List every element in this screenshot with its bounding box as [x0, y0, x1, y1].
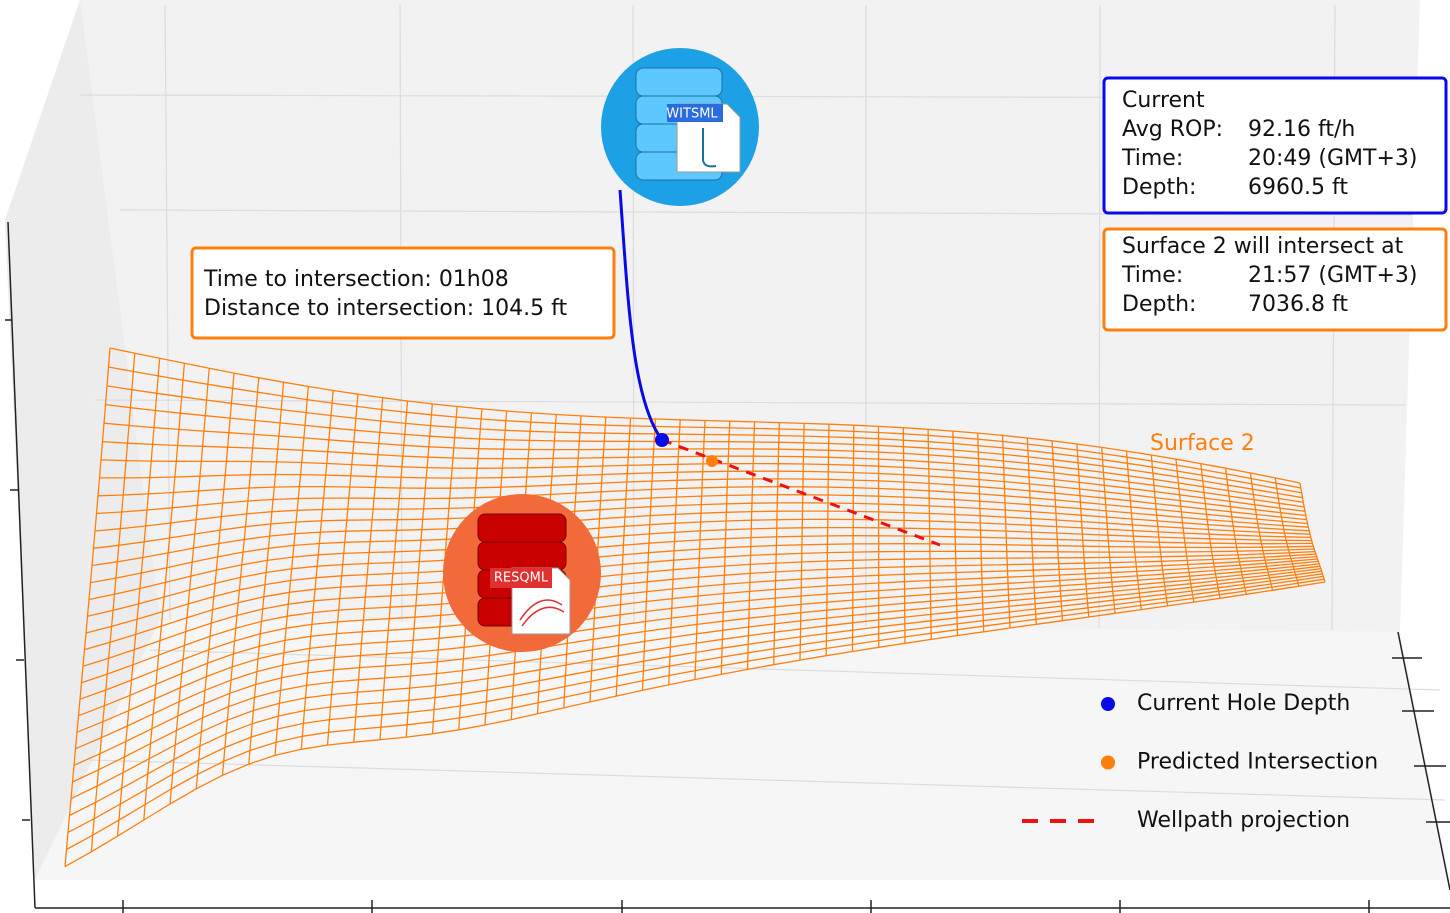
info-box — [1102, 227, 1448, 332]
mesh-line — [90, 353, 136, 852]
mesh-line — [589, 417, 607, 702]
mesh-line — [825, 424, 830, 656]
mesh-line — [851, 425, 855, 652]
mesh-line — [221, 377, 260, 776]
axis-line — [1397, 631, 1450, 891]
callout-box — [190, 246, 616, 340]
mesh-line — [248, 382, 285, 765]
legend: Current Hole Depth Predicted Intersection… — [1022, 691, 1378, 833]
icon-disk — [477, 513, 567, 543]
left-pane — [5, 0, 160, 880]
mesh-line — [952, 431, 959, 636]
axes — [5, 221, 1450, 913]
mesh-line — [1125, 451, 1142, 610]
icon-graphic — [702, 128, 717, 168]
info-value: 21:57 (GMT+3) — [1248, 263, 1417, 288]
resqml-icon: RESQML — [443, 494, 601, 652]
icon-disk — [635, 67, 723, 97]
mesh-line — [615, 418, 632, 697]
icon-graphic — [519, 599, 565, 627]
callout: Time to intersection: 01h08 Distance to … — [190, 246, 616, 340]
back-pane — [5, 0, 1420, 880]
mesh-line — [1274, 477, 1300, 587]
grid-line — [149, 649, 1441, 691]
mesh-line — [379, 400, 409, 740]
grid-line — [164, 4, 171, 621]
info-box — [1102, 76, 1448, 215]
legend-label: Wellpath projection — [1137, 808, 1350, 833]
icon-label: RESQML — [494, 571, 549, 586]
info-title: Current — [1122, 88, 1205, 113]
info-key: Time: — [1121, 146, 1183, 171]
mesh-line — [1200, 463, 1221, 599]
legend-marker — [1101, 755, 1115, 770]
mesh-line — [1076, 443, 1090, 618]
intersect-box: Surface 2 will intersect at Time: 21:57 … — [1102, 227, 1448, 332]
mesh-line — [746, 421, 756, 670]
mesh-line — [902, 427, 906, 644]
mesh-line — [116, 358, 161, 837]
legend-label: Current Hole Depth — [1137, 691, 1350, 716]
wellpath-projection — [661, 438, 941, 547]
mesh-line — [405, 403, 433, 738]
predicted-intersection — [706, 455, 718, 467]
icon-banner — [490, 568, 552, 588]
info-value: 7036.8 ft — [1248, 292, 1348, 317]
witsml-icon: WITSML — [601, 48, 759, 206]
mesh-line — [143, 363, 186, 821]
mesh-line — [195, 373, 235, 789]
mesh-line — [169, 368, 210, 805]
mesh-line — [799, 423, 805, 661]
mesh-line — [720, 421, 731, 675]
info-key: Time: — [1121, 263, 1183, 288]
mesh-line — [1001, 435, 1011, 629]
info-title: Surface 2 will intersect at — [1122, 234, 1404, 259]
mesh-line — [274, 386, 309, 756]
mesh-line — [668, 419, 681, 685]
floor-pane — [35, 620, 1450, 880]
mesh-line — [1026, 437, 1037, 625]
wellpath — [618, 189, 664, 441]
mesh-line — [1150, 454, 1169, 606]
grid-line — [89, 759, 1446, 801]
info-key: Depth: — [1122, 292, 1196, 317]
icon-disk — [477, 541, 567, 571]
mesh-line — [1249, 472, 1274, 591]
mesh-line — [1051, 440, 1064, 621]
info-value: 6960.5 ft — [1248, 175, 1348, 200]
icon-label: WITSML — [666, 107, 718, 122]
mesh-line — [977, 433, 985, 632]
mesh-line — [353, 397, 384, 743]
mesh-line — [1175, 459, 1195, 603]
legend-marker — [1101, 697, 1115, 711]
mesh-line — [300, 390, 334, 750]
mesh-line — [1224, 468, 1247, 595]
mesh-line — [1101, 447, 1116, 614]
info-key: Depth: — [1122, 175, 1196, 200]
info-key: Avg ROP: — [1122, 117, 1223, 142]
axis-line — [7, 221, 36, 909]
mesh-line — [1299, 482, 1326, 583]
current-box: Current Avg ROP: 92.16 ft/h Time: 20:49 … — [1102, 76, 1448, 215]
mesh-line — [641, 418, 657, 691]
mesh-line — [326, 394, 359, 746]
callout-text: Distance to intersection: 104.5 ft — [204, 296, 568, 321]
icon-banner — [667, 104, 723, 122]
callout-text: Time to intersection: 01h08 — [203, 267, 509, 292]
mesh-line — [64, 347, 111, 867]
info-value: 20:49 (GMT+3) — [1248, 146, 1417, 171]
mesh-line — [773, 422, 781, 665]
mesh-line — [927, 429, 932, 640]
info-value: 92.16 ft/h — [1248, 117, 1355, 142]
legend-label: Predicted Intersection — [1137, 750, 1378, 775]
grid-line — [1098, 4, 1101, 629]
surface-label: Surface 2 — [1150, 431, 1255, 456]
surface-mesh — [64, 347, 1326, 868]
current-hole-depth — [655, 433, 669, 447]
